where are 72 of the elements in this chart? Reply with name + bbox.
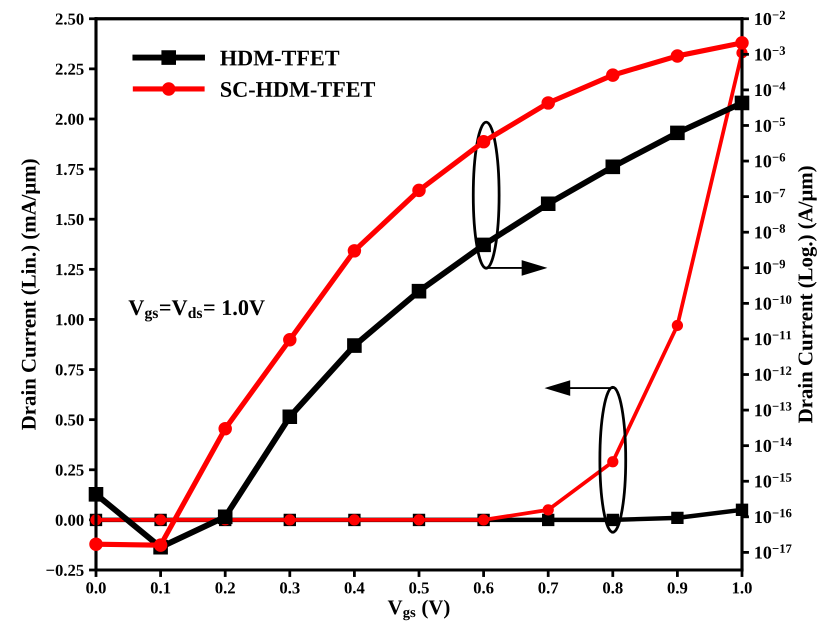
- y2-tick-label: 10$^{−9}$: [755, 260, 786, 274]
- legend-label: SC-HDM-TFET: [221, 82, 376, 97]
- point: [672, 320, 684, 332]
- point: [89, 537, 103, 551]
- y2-tick-label: 10$^{−14}$: [755, 438, 792, 452]
- point: [218, 422, 232, 436]
- point: [283, 332, 297, 346]
- point: [476, 134, 490, 148]
- point: [540, 196, 556, 212]
- point: [671, 512, 684, 524]
- x-tick-label: 0.0: [86, 582, 106, 594]
- legend-label: HDM-TFET: [220, 50, 340, 66]
- point: [412, 284, 426, 298]
- y2-tick-label: 10$^{−3}$: [755, 46, 786, 61]
- y-tick-label: 1.50: [56, 214, 84, 226]
- x-tick-label: 0.1: [150, 582, 170, 594]
- point: [476, 238, 491, 252]
- y2-tick-label: 10$^{−13}$: [755, 402, 792, 416]
- y-tick-label: 0.00: [56, 514, 84, 526]
- y2-tick-label: 10$^{−10}$: [755, 295, 792, 310]
- y2-tick-label: 10$^{−15}$: [755, 473, 792, 488]
- y-tick-label: 2.25: [56, 64, 84, 75]
- x-tick-label: 0.6: [474, 582, 494, 594]
- y-tick-label: −0.25: [46, 564, 84, 576]
- y-tick-label: 1.25: [56, 264, 84, 276]
- y-tick-label: 1.00: [56, 314, 84, 326]
- y-tick-label: 2.00: [56, 114, 84, 125]
- point: [88, 486, 104, 502]
- y2-tick-label: 10$^{−11}$: [755, 330, 792, 346]
- x-tick-label: 0.3: [280, 582, 300, 594]
- x-tick-label: 0.4: [344, 582, 365, 594]
- y-tick-label: 0.75: [56, 364, 84, 376]
- y-tick-label: 1.75: [56, 164, 84, 176]
- x-tick-label: 0.5: [409, 582, 429, 594]
- y2-tick-label: 10$^{−6}$: [755, 153, 786, 168]
- point: [735, 36, 749, 50]
- point: [541, 96, 555, 110]
- y2-tick-label: 10$^{−16}$: [755, 508, 792, 524]
- point: [670, 126, 685, 140]
- x-tick-label: 0.7: [538, 582, 558, 594]
- point: [607, 456, 618, 468]
- point: [347, 338, 362, 353]
- point: [670, 49, 684, 63]
- point: [606, 159, 620, 174]
- point: [606, 68, 620, 82]
- point: [218, 510, 232, 524]
- x-tick-label: 0.8: [603, 582, 623, 594]
- point: [282, 409, 298, 424]
- y2-tick-label: 10$^{−12}$: [755, 366, 792, 381]
- y-tick-label: 0.50: [56, 414, 84, 426]
- y2-tick-label: 10$^{−5}$: [755, 118, 786, 132]
- y2-tick-label: 10$^{−2}$: [755, 10, 785, 26]
- point: [734, 96, 750, 110]
- y-tick-label: 2.50: [56, 13, 84, 25]
- x-tick-label: 0.2: [215, 582, 235, 594]
- y2-tick-label: 10$^{−7}$: [755, 188, 786, 204]
- x-tick-label: 0.9: [668, 582, 688, 594]
- point: [542, 504, 554, 516]
- y2-tick-label: 10$^{−8}$: [755, 224, 786, 239]
- point: [348, 244, 362, 258]
- y-tick-label: 0.25: [56, 464, 84, 476]
- point: [154, 538, 168, 552]
- point: [412, 184, 426, 198]
- y2-axis-title: Drain Current (Log.) (A/μm): [798, 166, 817, 423]
- x-tick-label: 1.0: [732, 582, 752, 594]
- y2-tick-label: 10$^{−17}$: [755, 544, 792, 559]
- annotation: V$_{gs}$=V$_{ds}$= 1.0V: [128, 300, 265, 322]
- x-axis-title: V$_{gs}$ (V): [388, 600, 450, 620]
- y-axis-title: Drain Current (Lin.) (mA/μm): [21, 159, 40, 430]
- y2-tick-label: 10$^{−4}$: [755, 82, 786, 96]
- point: [606, 514, 619, 526]
- point: [542, 514, 554, 526]
